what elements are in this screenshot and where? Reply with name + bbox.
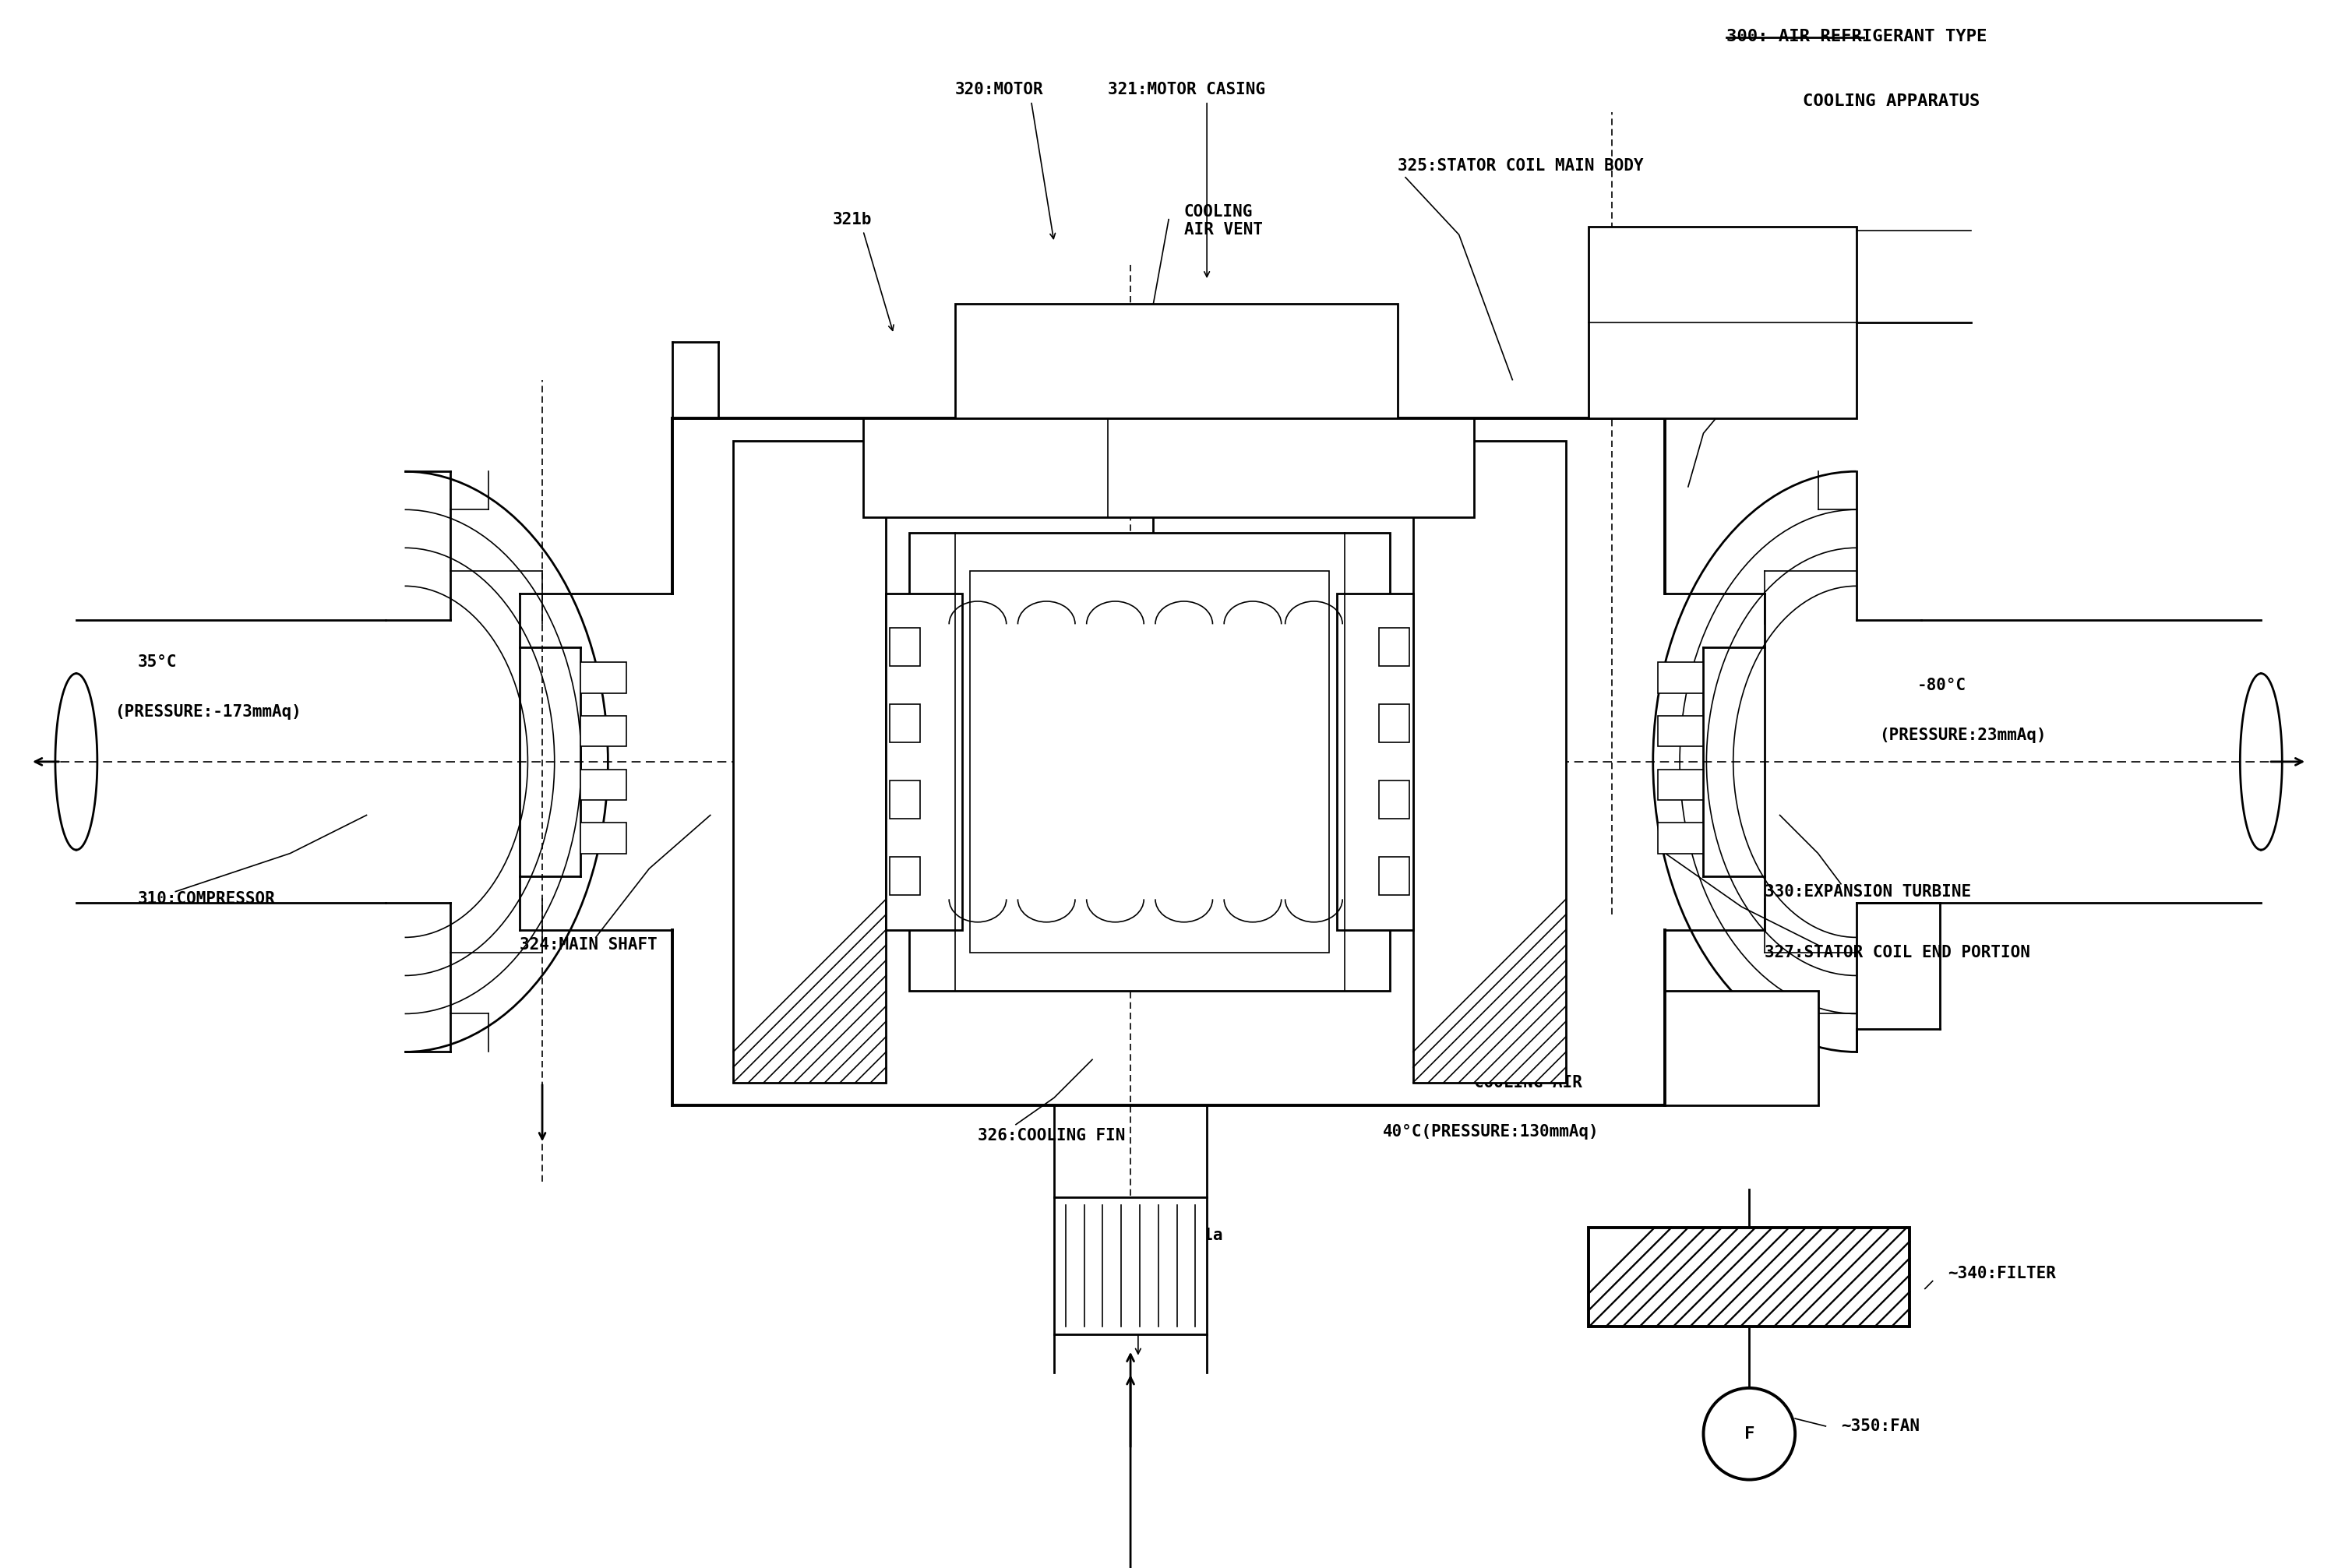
Bar: [1658, 717, 1702, 746]
Bar: [1590, 227, 1857, 419]
Bar: [1379, 858, 1409, 895]
Bar: [1658, 770, 1702, 800]
Text: COOLING AIR: COOLING AIR: [1475, 1074, 1583, 1090]
Bar: [1665, 991, 1817, 1105]
Text: 310:COMPRESSOR: 310:COMPRESSOR: [138, 891, 274, 906]
Text: (PRESSURE:-173mmAq): (PRESSURE:-173mmAq): [115, 704, 303, 720]
Bar: [1590, 1228, 1909, 1327]
Bar: [1337, 594, 1414, 930]
Bar: [886, 594, 961, 930]
Bar: [1379, 781, 1409, 818]
Text: 321:MOTOR CASING: 321:MOTOR CASING: [1107, 82, 1264, 97]
Bar: [889, 704, 919, 743]
Text: 330:EXPANSION TURBINE: 330:EXPANSION TURBINE: [1763, 884, 1972, 900]
Bar: [954, 304, 1398, 419]
Text: 327:STATOR COIL END PORTION: 327:STATOR COIL END PORTION: [1763, 946, 2031, 961]
Bar: [1055, 1196, 1208, 1334]
Bar: [1658, 823, 1702, 853]
Text: 300: AIR REFRIGERANT TYPE: 300: AIR REFRIGERANT TYPE: [1726, 28, 1986, 44]
Text: -80°C: -80°C: [1918, 677, 1967, 693]
Text: COOLING
AIR VENT: COOLING AIR VENT: [1184, 204, 1262, 238]
Bar: [863, 419, 1475, 517]
Text: ~350:FAN: ~350:FAN: [1841, 1419, 1921, 1435]
Text: 326:COOLING FIN: 326:COOLING FIN: [978, 1127, 1126, 1143]
Bar: [1414, 441, 1566, 1082]
Bar: [582, 662, 626, 693]
Text: 310a: 310a: [748, 999, 788, 1014]
Text: 324:MAIN SHAFT: 324:MAIN SHAFT: [518, 938, 657, 953]
Text: 321b: 321b: [832, 212, 872, 227]
Bar: [889, 629, 919, 666]
Text: 119°C: 119°C: [748, 1060, 797, 1076]
Bar: [910, 533, 1391, 991]
Text: 325:STATOR COIL MAIN BODY: 325:STATOR COIL MAIN BODY: [1398, 158, 1644, 174]
Bar: [582, 770, 626, 800]
Text: 320:MOTOR: 320:MOTOR: [954, 82, 1044, 97]
Text: ~340:FILTER: ~340:FILTER: [1949, 1265, 2057, 1281]
Text: 330a: 330a: [1742, 372, 1780, 387]
Text: 40°C(PRESSURE:130mmAq): 40°C(PRESSURE:130mmAq): [1384, 1124, 1599, 1140]
Text: 321a: 321a: [1184, 1228, 1224, 1243]
Text: (PRESSURE:23mmAq): (PRESSURE:23mmAq): [1878, 728, 2047, 743]
Bar: [1379, 704, 1409, 743]
Bar: [582, 717, 626, 746]
Bar: [971, 571, 1330, 953]
Bar: [1379, 629, 1409, 666]
Bar: [889, 781, 919, 818]
Circle shape: [1702, 1388, 1796, 1480]
Bar: [889, 858, 919, 895]
Bar: [1658, 662, 1702, 693]
Text: -47°C: -47°C: [1627, 265, 1677, 281]
Bar: [734, 441, 886, 1082]
Text: 35°C: 35°C: [138, 654, 176, 670]
Text: F: F: [1745, 1425, 1754, 1441]
Text: COOLING APPARATUS: COOLING APPARATUS: [1803, 94, 1979, 108]
Bar: [582, 823, 626, 853]
